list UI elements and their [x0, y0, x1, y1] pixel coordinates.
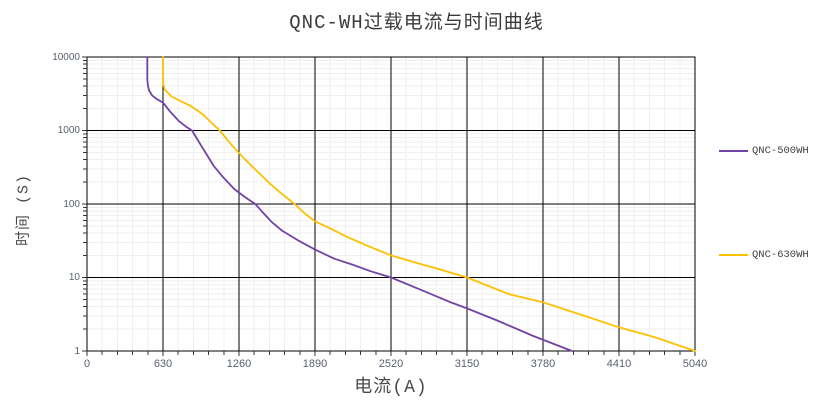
x-tick-label-3150: 3150 — [454, 358, 480, 370]
y-tick-label-1: 1 — [74, 345, 80, 357]
y-axis-title: 时间 (S) — [15, 173, 33, 247]
plot-area — [82, 56, 696, 356]
y-tick-label-10: 10 — [68, 272, 80, 283]
legend-line-swatch-qnc-630wh — [719, 254, 748, 256]
series-line-qnc-630wh — [162, 56, 696, 352]
x-tick-label-5040: 5040 — [682, 358, 708, 370]
y-tick-label-1000: 1000 — [57, 125, 80, 136]
legend-label-qnc-630wh: QNC-630WH — [752, 249, 809, 261]
x-tick-label-1260: 1260 — [226, 358, 252, 370]
legend-label-qnc-500wh: QNC-500WH — [752, 145, 809, 157]
x-tick-label-630: 630 — [153, 358, 173, 370]
x-tick-label-1890: 1890 — [302, 358, 328, 370]
y-tick-label-10000: 10000 — [52, 51, 80, 63]
legend-item-qnc-500wh: QNC-500WH — [719, 145, 809, 157]
y-tick-label-100: 100 — [63, 198, 80, 210]
legend-item-qnc-630wh: QNC-630WH — [719, 249, 809, 261]
x-tick-label-4410: 4410 — [606, 358, 632, 370]
legend-line-swatch-qnc-500wh — [719, 150, 748, 152]
x-axis-title: 电流(A) — [354, 378, 428, 398]
chart-title: QNC-WH过载电流与时间曲线 — [289, 12, 544, 34]
x-tick-label-2520: 2520 — [378, 358, 404, 370]
series-line-qnc-500wh — [146, 56, 573, 352]
x-tick-label-3780: 3780 — [530, 358, 556, 370]
x-tick-label-0: 0 — [83, 358, 91, 370]
